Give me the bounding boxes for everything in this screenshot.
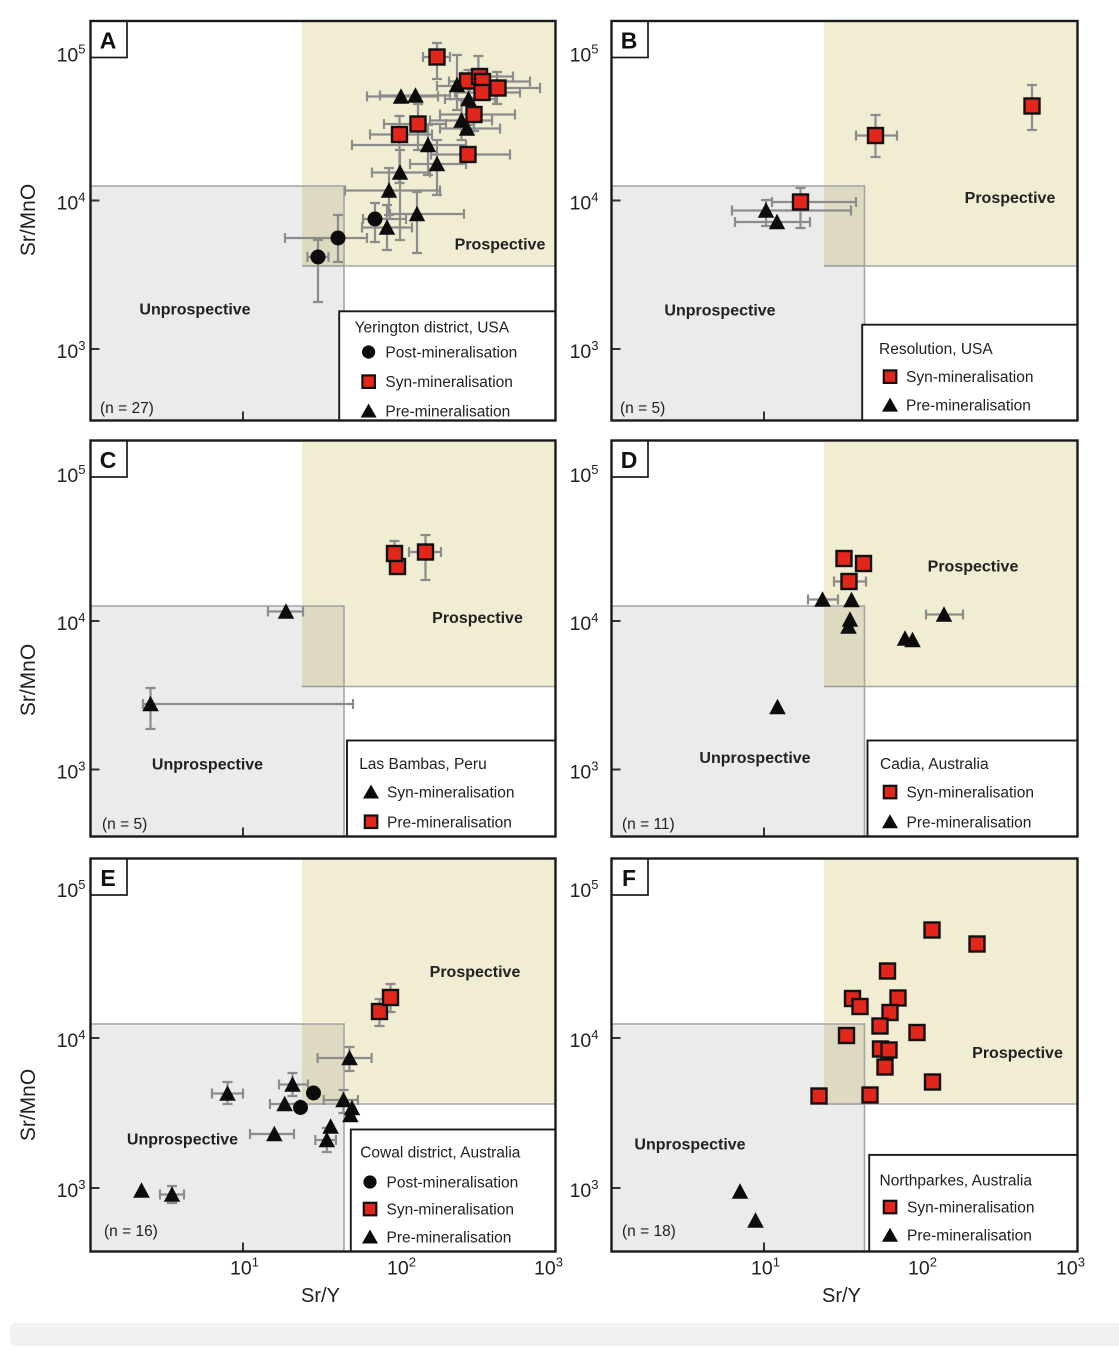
svg-text:A: A (100, 28, 117, 54)
svg-text:Syn-mineralisation: Syn-mineralisation (906, 369, 1034, 386)
svg-text:Post-mineralisation: Post-mineralisation (387, 1175, 519, 1192)
svg-text:B: B (621, 28, 638, 54)
svg-text:(n = 27): (n = 27) (100, 400, 154, 417)
svg-text:Prospective: Prospective (430, 964, 521, 981)
svg-text:Pre-mineralisation: Pre-mineralisation (385, 404, 510, 421)
svg-text:Prospective: Prospective (455, 237, 546, 254)
svg-text:Unprospective: Unprospective (664, 303, 775, 320)
svg-text:F: F (622, 865, 636, 891)
svg-text:Unprospective: Unprospective (139, 302, 250, 319)
svg-text:Syn-mineralisation: Syn-mineralisation (387, 785, 515, 802)
svg-text:Unprospective: Unprospective (634, 1137, 745, 1154)
svg-text:Yerington district, USA: Yerington district, USA (355, 320, 510, 337)
svg-text:Sr/MnO: Sr/MnO (17, 184, 40, 256)
svg-text:Las Bambas, Peru: Las Bambas, Peru (359, 756, 487, 773)
svg-text:Syn-mineralisation: Syn-mineralisation (387, 1202, 515, 1219)
svg-text:D: D (621, 447, 638, 473)
svg-text:Cadia, Australia: Cadia, Australia (880, 756, 989, 773)
svg-text:Pre-mineralisation: Pre-mineralisation (387, 814, 512, 831)
svg-text:Sr/MnO: Sr/MnO (17, 644, 40, 716)
svg-text:(n = 18): (n = 18) (622, 1223, 676, 1240)
svg-text:Northparkes, Australia: Northparkes, Australia (880, 1172, 1033, 1189)
svg-text:Prospective: Prospective (928, 559, 1019, 576)
svg-text:Syn-mineralisation: Syn-mineralisation (907, 1200, 1035, 1217)
svg-text:Unprospective: Unprospective (152, 757, 263, 774)
svg-text:Unprospective: Unprospective (127, 1132, 238, 1149)
svg-text:Cowal district, Australia: Cowal district, Australia (360, 1144, 521, 1161)
svg-text:Post-mineralisation: Post-mineralisation (385, 345, 517, 362)
svg-text:Unprospective: Unprospective (699, 750, 810, 767)
svg-text:Sr/Y: Sr/Y (822, 1285, 861, 1307)
svg-text:(n = 16): (n = 16) (104, 1223, 158, 1240)
svg-text:Resolution, USA: Resolution, USA (879, 341, 993, 358)
svg-text:103: 103 (534, 1255, 563, 1280)
svg-text:C: C (100, 447, 117, 473)
svg-text:Pre-mineralisation: Pre-mineralisation (907, 1228, 1032, 1245)
svg-text:E: E (100, 865, 115, 891)
svg-text:Prospective: Prospective (972, 1045, 1063, 1062)
svg-text:(n = 5): (n = 5) (620, 400, 665, 417)
svg-text:Pre-mineralisation: Pre-mineralisation (906, 398, 1031, 415)
svg-text:(n = 11): (n = 11) (622, 816, 675, 833)
svg-text:Prospective: Prospective (965, 190, 1056, 207)
svg-text:Syn-mineralisation: Syn-mineralisation (907, 785, 1035, 802)
svg-text:Syn-mineralisation: Syn-mineralisation (385, 374, 513, 391)
svg-text:Prospective: Prospective (432, 610, 523, 627)
svg-text:(n = 5): (n = 5) (102, 816, 147, 833)
svg-text:Sr/Y: Sr/Y (301, 1285, 340, 1307)
svg-text:Sr/MnO: Sr/MnO (17, 1069, 40, 1141)
svg-text:Pre-mineralisation: Pre-mineralisation (387, 1230, 512, 1247)
svg-text:Pre-mineralisation: Pre-mineralisation (907, 814, 1032, 831)
